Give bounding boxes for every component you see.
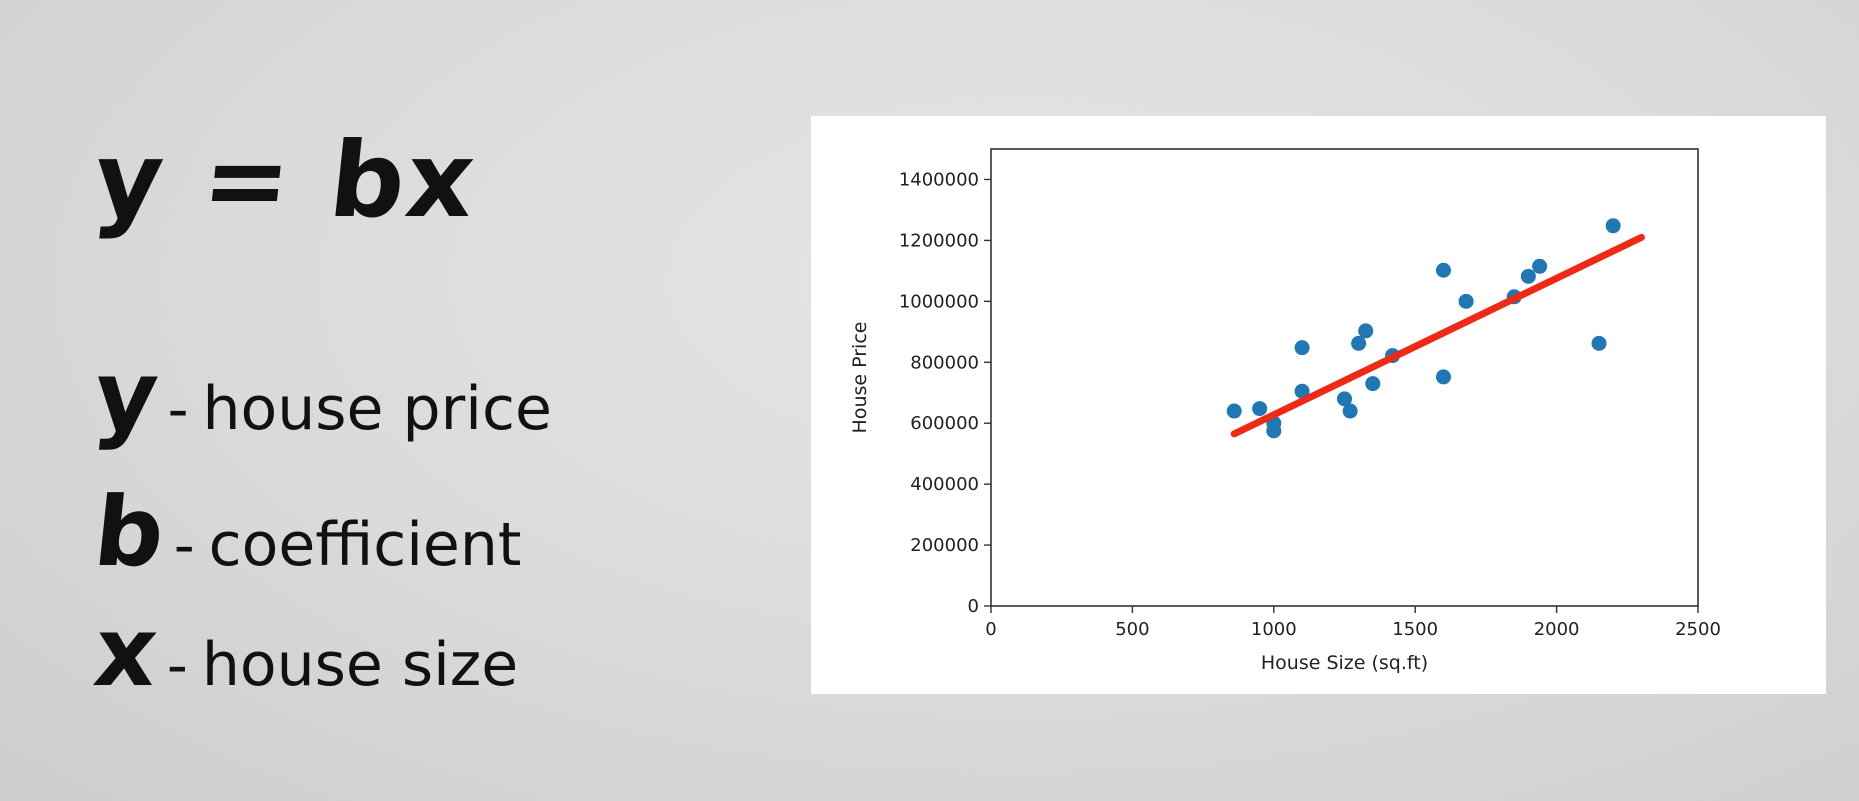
data-points: [1226, 218, 1621, 439]
x-axis-title: House Size (sq.ft): [1261, 652, 1428, 674]
definition-text-y: house price: [202, 374, 552, 444]
x-tick-label: 0: [985, 619, 996, 640]
definition-var-b: b: [89, 476, 170, 588]
y-tick-label: 200000: [910, 535, 979, 556]
y-tick-label: 1200000: [899, 230, 979, 251]
data-point: [1294, 383, 1310, 399]
data-point: [1365, 376, 1381, 392]
data-point: [1294, 340, 1310, 356]
data-point: [1351, 335, 1367, 351]
chart-card: 0 200000 400000 600000 800000 1000000 1200000 1…: [811, 116, 1826, 694]
data-point: [1266, 423, 1282, 439]
y-tick-label: 600000: [910, 413, 979, 434]
y-axis-ticks: 0 200000 400000 600000 800000 1000000 1200000 1…: [899, 169, 991, 617]
data-point: [1458, 293, 1474, 309]
definition-x: x - house size: [89, 596, 519, 708]
data-point: [1342, 403, 1358, 419]
definition-separator: -: [167, 375, 189, 443]
scatter-chart: 0 200000 400000 600000 800000 1000000 1200000 1…: [849, 148, 1721, 674]
definition-text-b: coefficient: [208, 510, 522, 580]
data-point: [1532, 258, 1548, 274]
data-point: [1226, 403, 1242, 419]
definition-separator: -: [166, 631, 188, 699]
x-tick-label: 500: [1115, 619, 1149, 640]
x-tick-label: 2000: [1534, 619, 1580, 640]
y-tick-label: 1000000: [899, 291, 979, 312]
y-tick-label: 400000: [910, 474, 979, 495]
y-axis-title: House Price: [849, 322, 871, 434]
data-point: [1435, 369, 1451, 385]
definition-var-y: y: [89, 340, 164, 452]
x-axis-ticks: 0 500 1000 1500 2000 2500: [985, 606, 1721, 640]
data-point: [1337, 391, 1352, 407]
slide-text-panel: y = bx y - house price b - coefficient x…: [89, 0, 745, 801]
x-tick-label: 1500: [1392, 619, 1438, 640]
definition-b: b - coefficient: [89, 476, 522, 588]
definition-text-x: house size: [201, 630, 519, 700]
y-tick-label: 1400000: [899, 169, 979, 190]
definition-separator: -: [173, 511, 195, 579]
formula-heading: y = bx: [88, 119, 483, 241]
plot-area-frame: [990, 148, 1699, 607]
data-point: [1591, 335, 1607, 351]
data-point: [1358, 323, 1374, 339]
data-point: [1605, 218, 1621, 234]
data-point: [1252, 401, 1268, 417]
regression-line: [1230, 233, 1645, 438]
y-tick-label: 800000: [910, 352, 979, 373]
y-tick-label: 0: [968, 596, 979, 617]
definition-y: y - house price: [89, 340, 552, 452]
x-tick-label: 2500: [1675, 619, 1721, 640]
data-point: [1435, 262, 1451, 278]
x-tick-label: 1000: [1251, 619, 1297, 640]
data-point: [1520, 268, 1536, 284]
definition-var-x: x: [89, 596, 163, 708]
